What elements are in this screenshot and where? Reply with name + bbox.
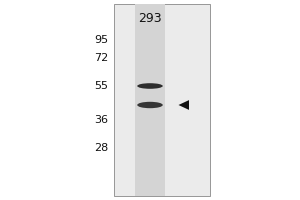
Ellipse shape: [137, 102, 163, 108]
Text: 55: 55: [94, 81, 108, 91]
Ellipse shape: [137, 83, 163, 89]
Bar: [114, 4, 210, 196]
Text: 72: 72: [94, 53, 108, 63]
Text: 28: 28: [94, 143, 108, 153]
Polygon shape: [178, 100, 189, 110]
Text: 36: 36: [94, 115, 108, 125]
Text: 293: 293: [138, 12, 162, 25]
Text: 95: 95: [94, 35, 108, 45]
Bar: [135, 4, 165, 196]
